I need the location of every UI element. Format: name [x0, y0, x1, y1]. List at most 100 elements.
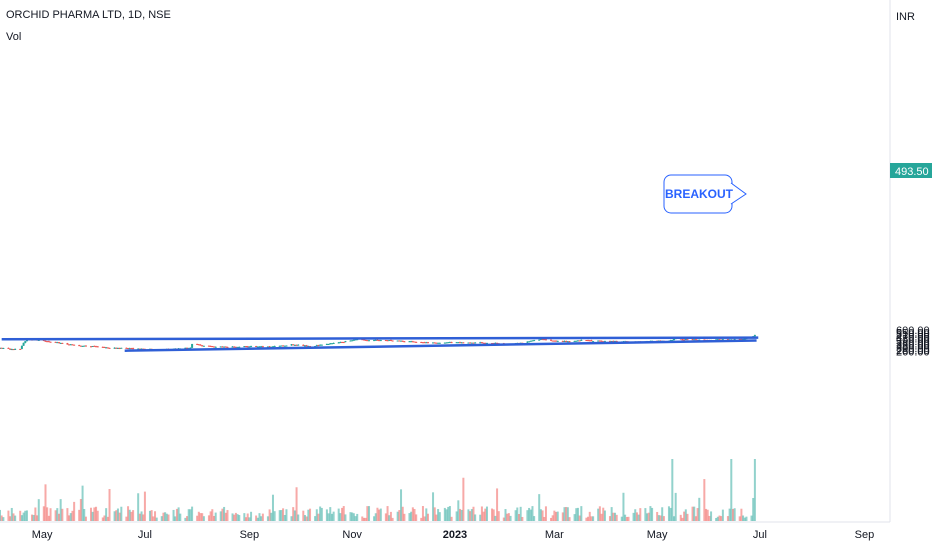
- volume-bar: [197, 511, 200, 521]
- candle-body: [366, 340, 369, 342]
- candle-body: [91, 346, 94, 348]
- candle-body: [302, 344, 305, 346]
- volume-bar: [752, 497, 755, 521]
- volume-bar: [592, 516, 595, 521]
- candle-body: [224, 346, 227, 348]
- candle-body: [61, 342, 64, 344]
- volume-bar: [590, 516, 593, 521]
- volume-bar: [497, 511, 500, 521]
- price-tick-label: 510.00: [896, 329, 930, 341]
- time-axis[interactable]: May Jul Sep Nov 2023 Mar May Jul Sep: [32, 529, 874, 541]
- volume-bar: [184, 517, 187, 521]
- candle-body: [467, 342, 470, 344]
- volume-bar: [718, 515, 721, 521]
- volume-bar: [526, 510, 529, 521]
- candle-body: [319, 344, 322, 346]
- volume-bar: [376, 507, 379, 521]
- volume-bar: [504, 509, 507, 521]
- volume-bar: [517, 514, 520, 521]
- candle-body: [575, 340, 578, 342]
- volume-bar: [438, 512, 441, 521]
- candle-body: [396, 340, 399, 342]
- volume-bar: [42, 506, 45, 521]
- volume-bar: [115, 510, 118, 521]
- candle-body: [260, 346, 263, 348]
- price-axis[interactable]: 600.00550.00510.00470.00430.00390.00360.…: [896, 325, 930, 359]
- candle-body: [494, 342, 497, 344]
- volume-bar: [671, 459, 674, 521]
- time-tick-label: May: [647, 529, 668, 541]
- volume-bar: [742, 515, 745, 521]
- volume-bar: [432, 492, 435, 521]
- volume-bar: [172, 509, 175, 521]
- volume-bar: [56, 508, 59, 521]
- candle-body: [610, 340, 613, 342]
- volume-bar: [78, 509, 81, 521]
- volume-bar: [342, 506, 345, 521]
- candle-body: [46, 341, 49, 343]
- price-tick-label: 430.00: [896, 334, 930, 346]
- volume-bar: [686, 513, 689, 521]
- time-tick-label: Nov: [342, 529, 362, 541]
- volume-bar: [366, 506, 369, 521]
- candle-body: [273, 346, 276, 348]
- candle-body: [684, 339, 687, 341]
- volume-bar: [403, 513, 406, 521]
- candle-body: [482, 342, 485, 344]
- volume-bar: [140, 511, 143, 521]
- volume-bar: [694, 516, 697, 521]
- candle-body: [529, 340, 532, 342]
- volume-bar: [290, 516, 293, 521]
- candle-body: [0, 347, 1, 349]
- volume-bar: [236, 514, 239, 521]
- volume-bar: [469, 511, 472, 521]
- volume-bar: [20, 515, 23, 521]
- candle-body: [469, 342, 472, 344]
- candle-body: [295, 344, 298, 346]
- volume-bar: [354, 516, 357, 521]
- volume-bar: [620, 516, 623, 521]
- candle-body: [236, 347, 239, 349]
- candle-body: [342, 342, 345, 344]
- volume-bar: [597, 508, 600, 521]
- volume-bar: [212, 515, 215, 521]
- volume-bar: [103, 515, 106, 521]
- candle-body: [598, 340, 601, 342]
- volume-bar: [105, 508, 108, 521]
- volume-bar: [602, 507, 605, 521]
- volume-bar: [673, 516, 676, 521]
- volume-bar: [716, 516, 719, 521]
- candle-body: [56, 342, 59, 344]
- candle-body: [573, 340, 576, 342]
- volume-bar: [565, 506, 568, 521]
- volume-bar: [715, 517, 718, 521]
- volume-bar: [379, 508, 382, 521]
- volume-bar: [435, 514, 438, 521]
- candle-body: [81, 345, 84, 347]
- price-tick-label: 550.00: [896, 327, 930, 339]
- candle-body: [580, 339, 583, 341]
- volume-bar: [261, 513, 264, 521]
- volume-bar: [292, 507, 295, 521]
- candle-body: [93, 345, 96, 347]
- volume-bar: [553, 510, 556, 521]
- volume-indicator-label[interactable]: Vol: [6, 31, 22, 43]
- volume-bar: [309, 508, 312, 521]
- symbol-title[interactable]: ORCHID PHARMA LTD, 1D, NSE: [6, 9, 171, 21]
- volume-bar: [745, 516, 748, 521]
- price-tick-label: 390.00: [896, 336, 930, 348]
- volume-bar: [740, 508, 743, 521]
- volume-bar: [231, 513, 234, 521]
- volume-bar: [485, 506, 488, 521]
- volume-bar: [219, 511, 222, 521]
- volume-bar: [283, 514, 286, 521]
- candle-body: [212, 346, 215, 348]
- time-tick-label: Mar: [545, 529, 564, 541]
- candle-body: [54, 341, 57, 343]
- candle-body: [538, 339, 541, 341]
- volume-bar: [603, 510, 606, 521]
- volume-bar: [462, 477, 465, 521]
- volume-bar: [271, 494, 274, 521]
- candle-body: [125, 347, 128, 349]
